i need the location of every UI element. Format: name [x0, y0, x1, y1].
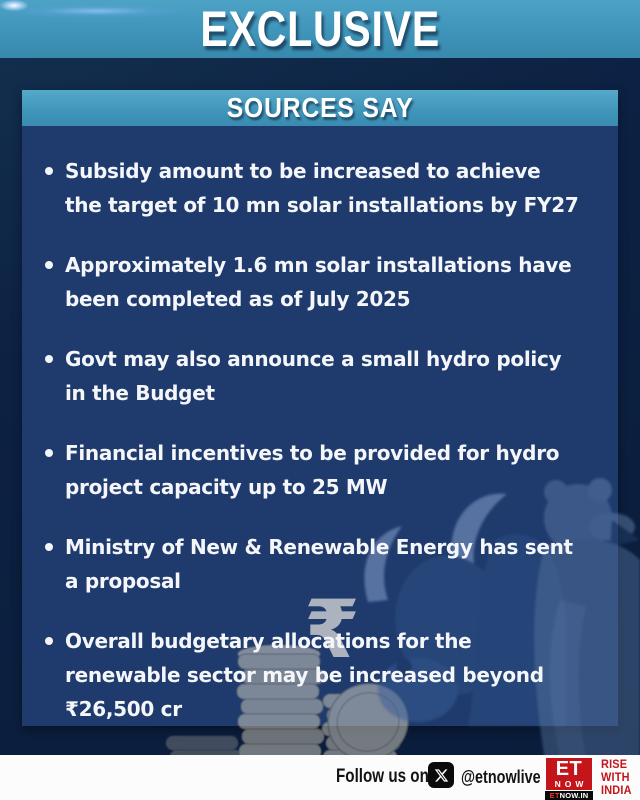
- exclusive-banner: EXCLUSIVE: [0, 0, 640, 58]
- bullet-text: Approximately 1.6 mn solar installations…: [65, 253, 572, 311]
- tagline-line-2: WITH: [601, 772, 630, 784]
- etnow-logo-now: NOW: [554, 778, 588, 789]
- tagline-line-1: RISE: [601, 759, 628, 771]
- bullet-dot-icon: [45, 261, 53, 269]
- bullet-text: Overall budgetary allocations for the re…: [65, 629, 544, 721]
- etnow-url-et: ET: [549, 791, 560, 800]
- bullet-item: Govt may also announce a small hydro pol…: [45, 342, 604, 410]
- exclusive-title: EXCLUSIVE: [200, 1, 440, 57]
- bullet-text: Govt may also announce a small hydro pol…: [65, 347, 562, 405]
- follow-us-label: Follow us on: [336, 766, 429, 787]
- bullet-item: Financial incentives to be provided for …: [45, 436, 604, 504]
- bullet-item: Ministry of New & Renewable Energy has s…: [45, 530, 604, 598]
- etnow-logo: ET NOW: [545, 757, 593, 791]
- content-card: SOURCES SAY Subsidy amount to be increas…: [22, 90, 618, 726]
- sources-say-title: SOURCES SAY: [226, 92, 414, 123]
- bullet-text: Ministry of New & Renewable Energy has s…: [65, 535, 573, 593]
- twitter-handle: @etnowlive: [461, 767, 541, 787]
- bullet-item: Approximately 1.6 mn solar installations…: [45, 248, 604, 316]
- bullet-text: Subsidy amount to be increased to achiev…: [65, 159, 579, 217]
- etnow-url-strip: ET NOW.IN: [545, 791, 593, 800]
- bullet-dot-icon: [45, 637, 53, 645]
- bullet-dot-icon: [45, 355, 53, 363]
- footer-bar: Follow us on @etnowlive ET NOW ET NOW.IN …: [0, 755, 640, 800]
- etnow-logo-et: ET: [555, 757, 583, 780]
- tagline-line-3: INDIA: [601, 785, 632, 797]
- sources-say-header: SOURCES SAY: [22, 90, 618, 126]
- x-twitter-icon: [428, 762, 454, 788]
- bullet-dot-icon: [45, 167, 53, 175]
- etnow-url-rest: NOW.IN: [559, 791, 589, 800]
- bullet-item: Subsidy amount to be increased to achiev…: [45, 154, 604, 222]
- bullet-text: Financial incentives to be provided for …: [65, 441, 560, 499]
- bullet-item: Overall budgetary allocations for the re…: [45, 624, 604, 726]
- bullet-list: Subsidy amount to be increased to achiev…: [22, 126, 618, 726]
- bullet-dot-icon: [45, 449, 53, 457]
- bullet-dot-icon: [45, 543, 53, 551]
- rise-with-india-tagline: RISE WITH INDIA: [601, 759, 632, 798]
